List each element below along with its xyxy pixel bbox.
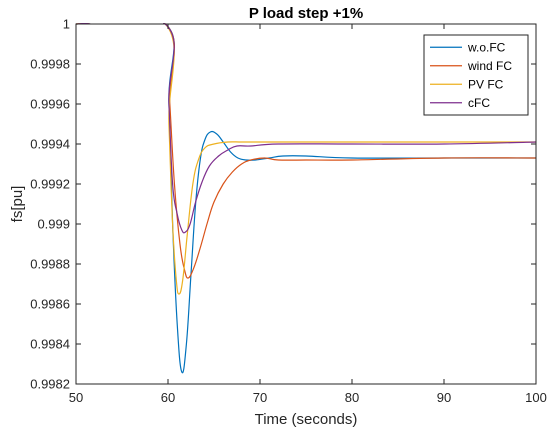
series-layer <box>76 23 536 374</box>
y-tick-label: 0.9984 <box>30 337 70 352</box>
x-tick-label: 100 <box>525 390 547 405</box>
y-tick-label: 0.9982 <box>30 377 70 392</box>
x-tick-label: 90 <box>437 390 451 405</box>
x-axis-label: Time (seconds) <box>255 411 358 428</box>
y-tick-label: 0.999 <box>37 217 70 232</box>
x-tick-label: 80 <box>345 390 359 405</box>
series-line-4 <box>76 23 536 234</box>
y-tick-label: 0.9988 <box>30 257 70 272</box>
legend-label-2: wind FC <box>467 59 512 73</box>
legend-box <box>423 34 529 116</box>
y-tick-label: 0.9998 <box>30 57 70 72</box>
legend: w.o.FC wind FC PV FC cFC <box>423 34 529 116</box>
series-line-3 <box>76 23 536 295</box>
legend-label-3: PV FC <box>468 77 504 91</box>
series-line-2 <box>76 23 536 279</box>
y-tick-label: 0.9994 <box>30 137 70 152</box>
y-tick-label: 1 <box>63 17 70 32</box>
y-tick-label: 0.9996 <box>30 97 70 112</box>
x-tick-label: 70 <box>253 390 267 405</box>
x-tick-label: 50 <box>69 390 83 405</box>
y-tick-label: 0.9986 <box>30 297 70 312</box>
x-tick-label: 60 <box>161 390 175 405</box>
legend-label-1: w.o.FC <box>467 40 506 54</box>
tick-layer: 50 60 70 80 90 100 0.9982 0.9984 0.9986 0.9988 0.9… <box>30 17 547 406</box>
legend-label-4: cFC <box>468 96 490 110</box>
chart-title: P load step +1% <box>249 5 363 22</box>
y-tick-label: 0.9992 <box>30 177 70 192</box>
y-axis-label: fs[pu] <box>9 186 26 223</box>
axes-box <box>75 23 537 385</box>
